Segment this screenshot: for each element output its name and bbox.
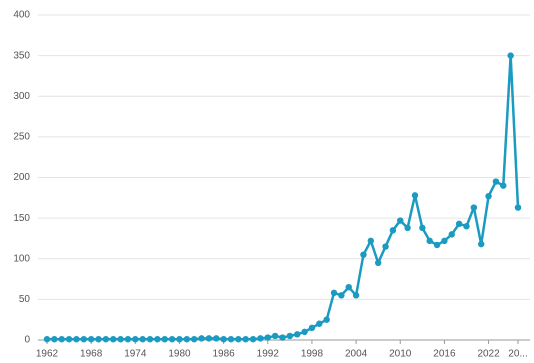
point (455, 220, 463, 228)
point (154, 335, 161, 343)
y-tick-label: 200 (13, 172, 30, 183)
point (139, 335, 146, 343)
point (426, 237, 433, 245)
point (345, 283, 352, 291)
point (249, 335, 257, 343)
point (433, 241, 441, 249)
point (110, 335, 117, 343)
point (382, 243, 389, 250)
y-tick-label: 0 (24, 335, 30, 346)
point (404, 224, 411, 232)
y-tick-label: 350 (13, 50, 30, 61)
line (47, 54, 520, 341)
x-tick-label: 1998 (301, 349, 324, 360)
y-tick-label: 250 (13, 132, 30, 143)
point (80, 335, 87, 343)
x-tick-label: 1986 (213, 349, 236, 360)
point (330, 289, 338, 297)
x-tick-label: 1962 (36, 349, 59, 360)
point (323, 316, 330, 323)
point (463, 223, 470, 230)
point (279, 334, 286, 341)
point (389, 227, 397, 234)
point (102, 335, 110, 343)
point (374, 259, 382, 267)
point (146, 335, 154, 343)
point (213, 335, 220, 342)
point (485, 192, 492, 200)
point (124, 335, 132, 343)
point (242, 335, 249, 343)
point (301, 328, 308, 336)
x-tick-label: 1980 (168, 349, 191, 360)
point (271, 332, 279, 340)
x-tick-label: 20... (508, 349, 527, 360)
point (161, 335, 168, 343)
y-tick-label: 100 (13, 253, 30, 264)
point (286, 332, 294, 340)
point (95, 335, 102, 343)
x-tick-label: 2016 (433, 349, 456, 360)
point (117, 335, 124, 343)
point (190, 335, 198, 343)
point (470, 204, 478, 211)
point (411, 192, 419, 199)
point (367, 237, 375, 245)
y-tick-label: 400 (13, 10, 30, 21)
point (352, 292, 360, 299)
point (308, 324, 316, 332)
point (220, 335, 227, 343)
x-tick-label: 2004 (345, 349, 368, 360)
point (132, 335, 139, 343)
point (176, 335, 183, 343)
point (264, 334, 271, 341)
point (514, 204, 522, 211)
x-tick-label: 2022 (477, 349, 500, 360)
point (43, 335, 51, 343)
x-tick-label: 2010 (389, 349, 412, 360)
point (397, 217, 404, 224)
point (235, 335, 242, 343)
point (316, 320, 323, 327)
point (419, 224, 426, 232)
point (360, 251, 367, 258)
y-tick-label: 300 (13, 91, 30, 102)
point (227, 335, 235, 343)
point (257, 335, 264, 342)
point (58, 335, 65, 343)
point (168, 335, 176, 343)
x-tick-label: 1992 (257, 349, 280, 360)
point (87, 335, 95, 343)
point (205, 335, 213, 342)
y-tick-label: 150 (13, 213, 30, 224)
point (294, 331, 301, 338)
point (183, 335, 191, 343)
point (198, 335, 205, 342)
point (478, 240, 485, 248)
point (51, 335, 58, 343)
point (500, 182, 507, 189)
y-tick-label: 50 (19, 294, 31, 305)
point (338, 292, 345, 299)
point (65, 335, 73, 343)
x-tick-label: 1968 (80, 349, 103, 360)
point (448, 231, 455, 238)
x-tick-label: 1974 (124, 349, 147, 360)
point (492, 178, 500, 185)
point (507, 52, 514, 59)
point (441, 237, 448, 245)
point (73, 335, 80, 343)
